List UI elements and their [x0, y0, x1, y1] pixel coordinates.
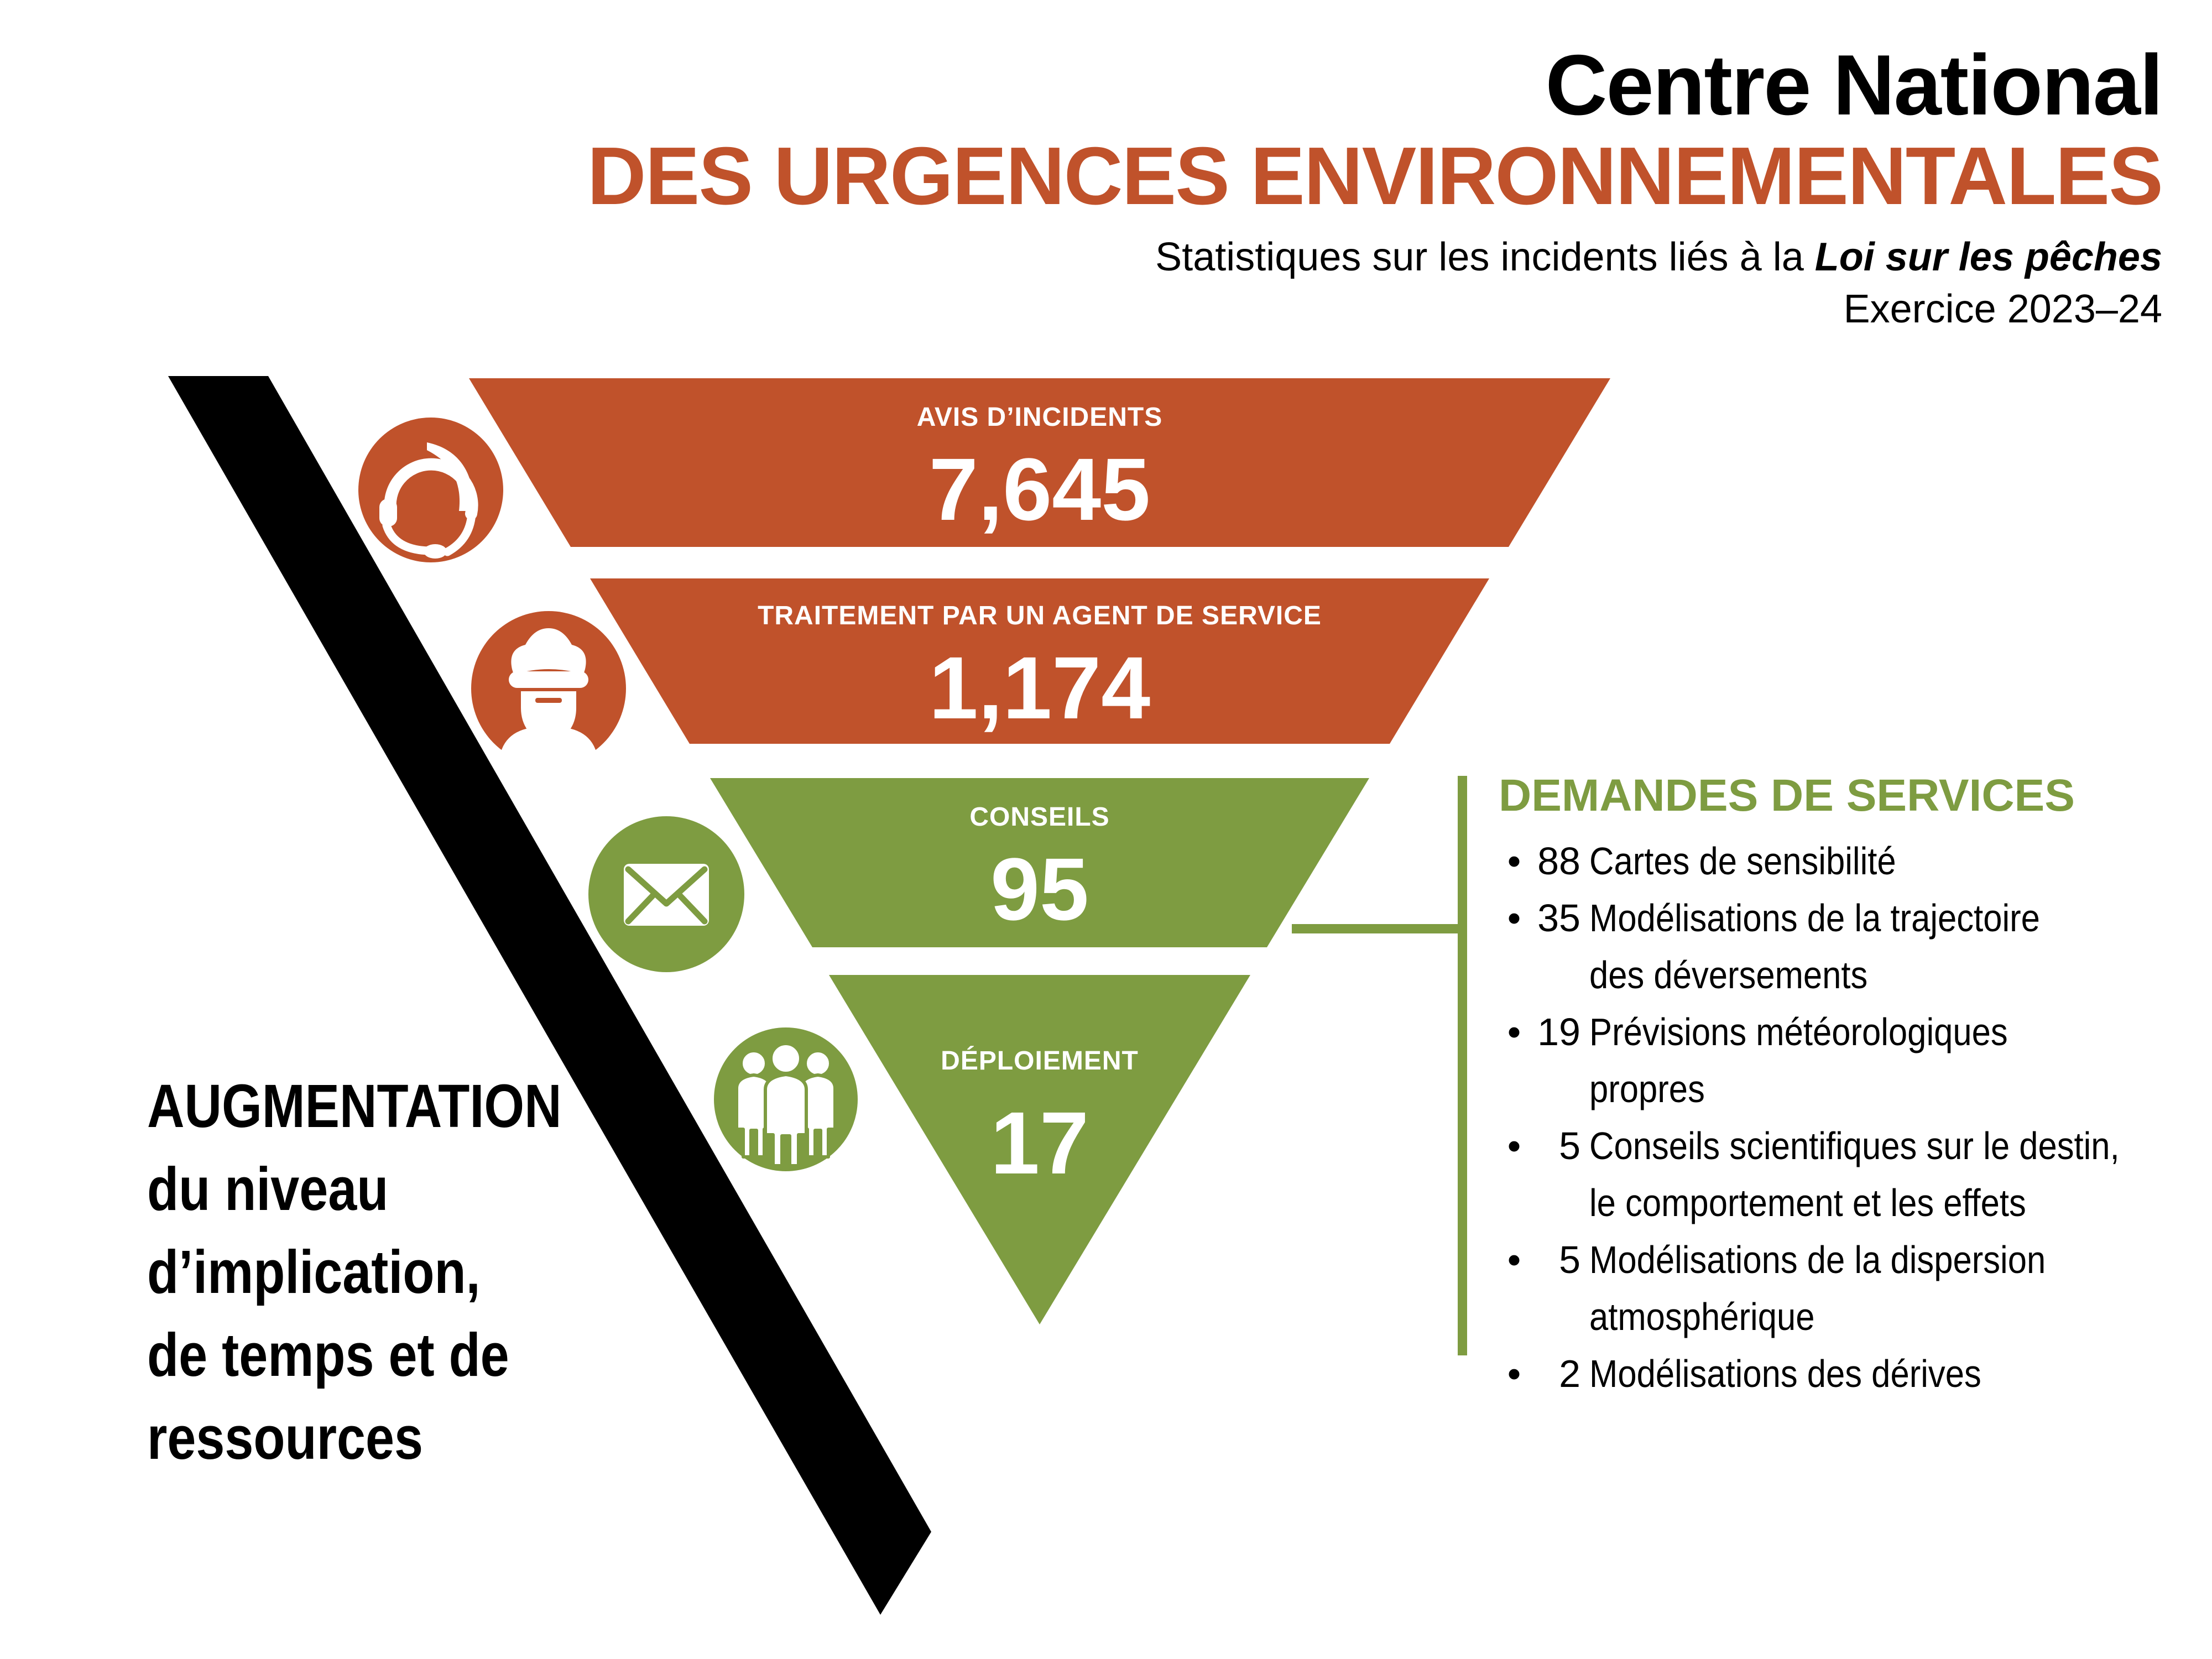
funnel-stage-1-shape	[469, 378, 1610, 547]
bullet-dot: •	[1507, 1238, 1521, 1281]
bullet-dot: •	[1507, 1010, 1521, 1053]
service-label: Prévisions météorologiques propres	[1589, 1010, 2008, 1110]
stage-2-value: 1,174	[928, 638, 1151, 737]
service-label: Modélisations de la dispersion atmosphéri…	[1589, 1238, 2046, 1338]
services-panel: DEMANDES DE SERVICES • 88 Cartes de sens…	[1499, 773, 2212, 1402]
service-label: Cartes de sensibilité	[1589, 839, 1896, 883]
service-officer-icon	[471, 611, 626, 773]
service-count: 88	[1537, 839, 1580, 883]
stage-3-label: CONSEILS	[969, 802, 1110, 832]
header: Centre National DES URGENCES ENVIRONNEME…	[587, 37, 2163, 335]
services-connector-line	[1292, 924, 1467, 933]
increase-caption-line: de temps et de	[147, 1321, 509, 1389]
service-item: • 5 Conseils scientifiques sur le destin…	[1499, 1118, 2212, 1232]
service-count: 35	[1537, 896, 1580, 940]
services-list: • 88 Cartes de sensibilité • 35 Modélisa…	[1499, 833, 2212, 1402]
increase-caption-line: d’implication,	[147, 1238, 481, 1306]
subtitle-law-title: Loi sur les pêches	[1814, 235, 2162, 279]
stage-4-label: DÉPLOIEMENT	[941, 1046, 1139, 1076]
increase-caption-line: AUGMENTATION	[147, 1072, 562, 1140]
increase-caption: AUGMENTATION du niveau d’implication, de…	[147, 1065, 562, 1480]
service-count: 5	[1559, 1124, 1580, 1167]
services-panel-title: DEMANDES DE SERVICES	[1499, 770, 2075, 821]
service-count: 5	[1559, 1238, 1580, 1281]
funnel-stage-1-text: AVIS D’INCIDENTS 7,645	[542, 378, 1537, 547]
stage-3-value: 95	[990, 839, 1089, 938]
subtitle: Statistiques sur les incidents liés à la…	[587, 231, 2162, 283]
headset-operator-icon	[358, 418, 503, 562]
stage-2-label: TRAITEMENT PAR UN AGENT DE SERVICE	[758, 601, 1322, 630]
service-item: • 2 Modélisations des dérives	[1499, 1345, 2212, 1402]
subtitle-text: Statistiques sur les incidents liés à la	[1155, 235, 1815, 279]
service-count: 19	[1537, 1010, 1580, 1053]
increase-caption-line: du niveau	[147, 1155, 389, 1223]
bullet-dot: •	[1507, 1352, 1521, 1395]
funnel-stage-3-shape	[710, 778, 1369, 947]
bullet-dot: •	[1507, 896, 1521, 940]
funnel-stage-3-text: CONSEILS 95	[763, 778, 1316, 947]
service-label: Modélisations de la trajectoire des déver…	[1589, 896, 2040, 997]
service-item: • 35 Modélisations de la trajectoire des …	[1499, 890, 2212, 1004]
org-title-line1: Centre National	[1545, 37, 2163, 133]
increase-caption-line: ressources	[147, 1404, 424, 1472]
stage-1-label: AVIS D’INCIDENTS	[916, 402, 1163, 432]
stage-1-value: 7,645	[928, 439, 1151, 539]
org-title-line2: DES URGENCES ENVIRONNEMENTALES	[587, 131, 2163, 222]
people-group-icon	[714, 1027, 858, 1171]
funnel-stage-2-text: TRAITEMENT PAR UN AGENT DE SERVICE 1,174	[597, 578, 1482, 744]
increase-diagonal-band	[168, 376, 931, 1615]
service-label: Modélisations des dérives	[1589, 1352, 1981, 1395]
service-item: • 88 Cartes de sensibilité	[1499, 833, 2212, 890]
funnel-stage-4-shape	[829, 975, 1250, 1324]
envelope-icon	[588, 816, 744, 972]
fiscal-year: Exercice 2023–24	[1843, 287, 2162, 331]
stage-4-value: 17	[990, 1093, 1089, 1192]
service-label: Conseils scientifiques sur le destin, le …	[1589, 1124, 2120, 1224]
service-item: • 5 Modélisations de la dispersion atmosp…	[1499, 1232, 2212, 1345]
services-bracket-line	[1458, 776, 1467, 1355]
funnel-stage-2-shape	[590, 578, 1489, 744]
bullet-dot: •	[1507, 839, 1521, 883]
funnel-stage-4-text: DÉPLOIEMENT 17	[818, 975, 1261, 1235]
service-item: • 19 Prévisions météorologiques propres	[1499, 1004, 2212, 1118]
bullet-dot: •	[1507, 1124, 1521, 1167]
service-count: 2	[1559, 1352, 1580, 1395]
